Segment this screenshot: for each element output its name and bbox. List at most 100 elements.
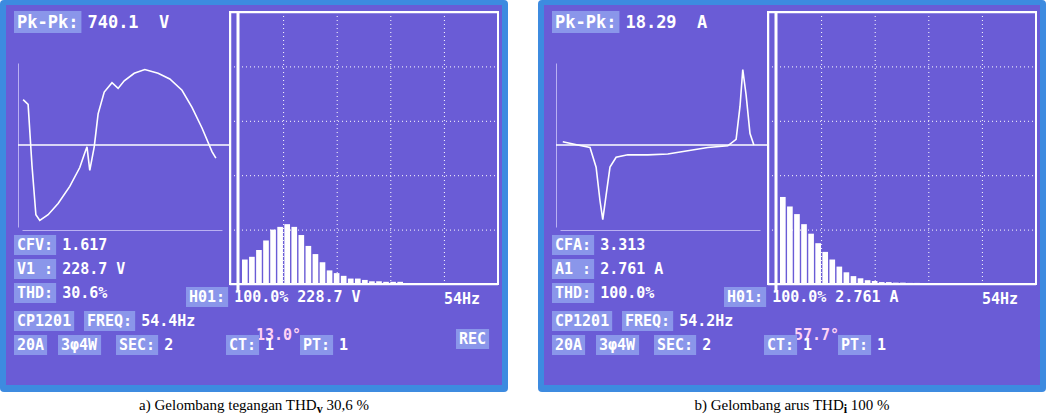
v-grid-line — [444, 12, 445, 284]
zero-line — [556, 144, 768, 146]
y-tick — [230, 175, 498, 176]
harmonic-bar — [808, 234, 814, 284]
label-box — [552, 335, 585, 355]
harmonic-bar — [921, 283, 927, 284]
v-grid-line — [283, 12, 284, 284]
harmonic-bar — [242, 260, 248, 284]
readout-value: 100.0% — [600, 284, 654, 302]
harmonic-bar — [886, 282, 892, 284]
readout: PT:1 — [838, 335, 886, 355]
readout: PT: 1 — [300, 335, 348, 355]
readout-value: 2.761 A — [600, 260, 663, 278]
v-grid-line — [821, 12, 822, 284]
readout: 57.7° — [794, 326, 839, 344]
cursor — [775, 12, 778, 292]
harmonic-bar — [822, 252, 828, 284]
label-box — [14, 259, 56, 279]
harmonic-bar — [313, 254, 319, 284]
waveform — [23, 70, 216, 221]
label-box — [186, 287, 228, 307]
v-grid-line — [928, 12, 929, 284]
x-axis — [23, 230, 223, 231]
readout-label: Pk-Pk: — [555, 12, 616, 32]
harmonic-bar — [914, 283, 920, 284]
readout-value: 740.1 V — [87, 12, 169, 32]
readout: REC — [456, 329, 489, 349]
readout-label: THD: — [17, 284, 53, 302]
readout-label: CT: — [767, 336, 794, 354]
caption: a) Gelombang tegangan THDv 30,6 % — [139, 397, 369, 416]
readout-label: REC — [459, 330, 486, 348]
caption-text: b) Gelombang arus THD — [694, 397, 843, 414]
y-axis — [768, 13, 1036, 285]
readout: 13.0° — [256, 326, 301, 344]
grid-line — [768, 175, 1036, 176]
label-box — [654, 335, 696, 355]
label-box — [300, 335, 333, 355]
harmonic-bar — [794, 214, 800, 284]
readout-value: 18.29 A — [625, 12, 707, 32]
label-box — [838, 335, 871, 355]
label-box — [596, 335, 639, 355]
harmonic-bar — [815, 243, 821, 284]
grid-line — [230, 66, 498, 67]
readout-value: 1 — [265, 336, 274, 354]
label-box — [622, 311, 673, 331]
readout-label: THD: — [555, 284, 591, 302]
readout-label: H01: — [189, 288, 225, 306]
readout-value: 100.0% 228.7 V — [234, 288, 360, 306]
y-tick — [768, 66, 1036, 67]
readout: 54Hz — [982, 290, 1018, 308]
readout-label: 3φ4W — [61, 336, 98, 354]
harmonic-bar — [355, 279, 361, 284]
cursor — [237, 12, 240, 292]
readout: SEC:2 — [654, 335, 711, 355]
readout: THD:30.6% — [14, 283, 107, 303]
caption-text: a) Gelombang tegangan THD — [139, 397, 317, 414]
readout: Pk-Pk: 18.29 A — [552, 11, 707, 33]
harmonic-bar — [780, 197, 786, 284]
harmonic-bar — [787, 206, 793, 284]
waveform — [563, 70, 754, 220]
harmonic-bar — [348, 279, 354, 284]
readout-label: H01: — [727, 288, 763, 306]
y-axis-line — [769, 13, 1037, 285]
y-tick — [230, 121, 498, 122]
readout: A1 :2.761 A — [552, 259, 663, 279]
marks — [780, 197, 934, 284]
label-box — [14, 11, 81, 33]
readout: 3φ4W — [58, 335, 101, 355]
readout-value: 13.0° — [256, 326, 301, 344]
readout: CT:1 — [764, 335, 812, 355]
screen: Pk-Pk:740.1 VCFV:1.617V1 :228.7 VTHD:30.… — [0, 0, 508, 392]
readout-value: 1.617 — [62, 236, 107, 254]
readout-value: 1 — [339, 336, 348, 354]
readout-value: 54.4Hz — [141, 312, 195, 330]
readout: 20A — [552, 335, 585, 355]
harmonic-bar — [801, 224, 807, 284]
caption-tail: 30,6 % — [323, 397, 369, 413]
label-box — [552, 235, 594, 255]
readout-label: PT: — [303, 336, 330, 354]
readout-value: 54.2Hz — [679, 312, 733, 330]
harmonic-bar — [341, 276, 347, 284]
y-tick — [230, 230, 498, 231]
screen: Pk-Pk:18.29 ACFA:3.313A1 :2.761 ATHD:100… — [538, 0, 1046, 392]
harmonic-bar — [263, 240, 269, 284]
readout: H01: 100.0% 228.7 V — [186, 287, 361, 307]
readout-label: CP1201 — [17, 312, 71, 330]
harmonic-bar — [829, 260, 835, 284]
label-box — [456, 329, 489, 349]
harmonic-bar — [928, 283, 934, 284]
v-grid-line — [390, 12, 391, 284]
harmonic-bar — [858, 278, 864, 284]
figure: Pk-Pk:740.1 VCFV:1.617V1 :228.7 VTHD:30.… — [0, 0, 1046, 419]
x-axis-line — [23, 230, 223, 231]
readout-value: 228.7 V — [62, 260, 125, 278]
display — [6, 5, 502, 385]
label-box — [84, 311, 135, 331]
harmonic-bar — [327, 270, 333, 284]
readout-label: PT: — [841, 336, 868, 354]
grid-line — [230, 175, 498, 176]
harmonic-bar — [844, 272, 850, 284]
